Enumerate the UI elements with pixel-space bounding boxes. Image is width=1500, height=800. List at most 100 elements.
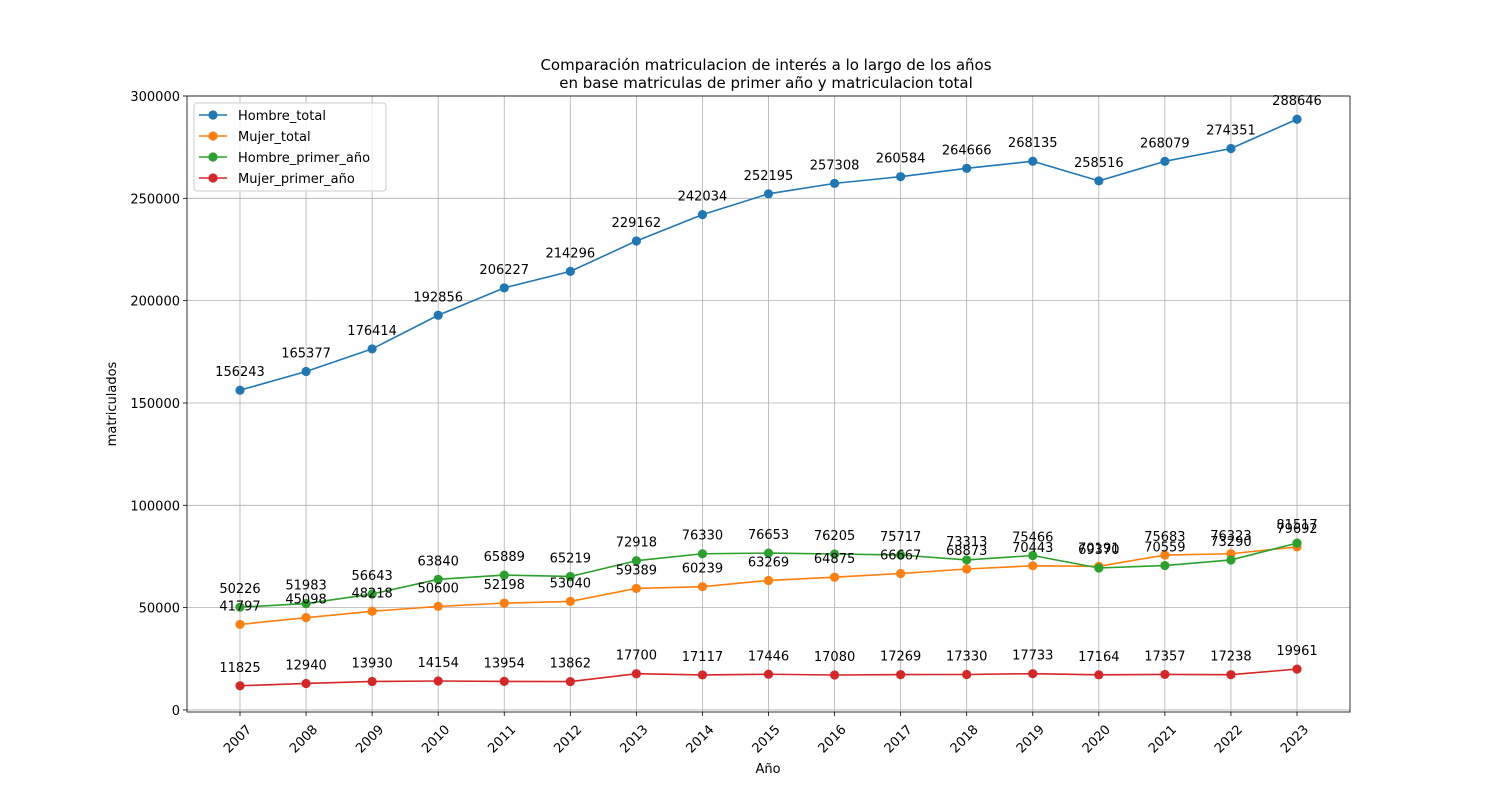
data-point-mujer-primer-a-o [499,676,509,686]
data-point-hombre-primer-a-o [367,589,377,599]
data-label-mujer-primer-a-o: 12940 [285,658,326,673]
data-label-hombre-primer-a-o: 72918 [616,536,657,551]
data-label-hombre-primer-a-o: 76205 [814,529,855,544]
data-label-mujer-total: 63269 [748,555,789,570]
data-label-mujer-primer-a-o: 17117 [682,650,723,665]
plot-frame [186,95,1351,713]
data-point-hombre-total [565,266,575,276]
data-label-hombre-primer-a-o: 73290 [1210,535,1251,550]
data-point-mujer-total [962,564,972,574]
data-point-mujer-primer-a-o [896,670,906,680]
data-label-mujer-primer-a-o: 17733 [1012,649,1053,664]
data-point-hombre-primer-a-o [1160,560,1170,571]
data-label-hombre-primer-a-o: 75466 [1012,531,1053,546]
data-label-mujer-total: 48218 [351,586,392,601]
data-point-mujer-total [829,572,840,582]
data-label-hombre-total: 176414 [347,324,397,339]
data-label-hombre-total: 264666 [942,143,992,158]
data-point-hombre-total [896,172,906,182]
data-label-hombre-primer-a-o: 51983 [285,579,326,594]
data-point-hombre-total [962,163,972,173]
data-label-hombre-total: 268135 [1008,136,1058,151]
legend-label-mujer-primer-a-o: Mujer_primer_año [238,172,355,187]
data-label-hombre-primer-a-o: 69370 [1078,543,1119,558]
data-label-mujer-total: 50600 [418,581,459,596]
data-point-hombre-total [829,178,840,188]
data-point-mujer-primer-a-o [1226,670,1236,680]
data-label-mujer-total: 66667 [880,549,921,564]
y-axis-label: matriculados [105,361,120,446]
data-point-hombre-primer-a-o [1094,563,1104,573]
data-point-mujer-primer-a-o [301,678,311,689]
data-point-hombre-primer-a-o [1226,555,1236,565]
data-point-hombre-total [1292,114,1302,124]
data-label-hombre-primer-a-o: 76330 [682,529,723,544]
data-point-hombre-total [235,385,245,395]
legend-label-hombre-primer-a-o: Hombre_primer_año [238,151,370,166]
data-point-hombre-primer-a-o [1028,550,1038,561]
legend: Hombre_total Mujer_total Hombre_primer_año… [193,102,387,192]
y-tick-label: 100000 [130,499,180,514]
y-tick-label: 300000 [130,90,180,105]
data-point-hombre-total [631,236,641,246]
data-point-hombre-total [499,283,509,293]
data-point-mujer-primer-a-o [235,681,245,691]
data-point-mujer-total [631,583,641,594]
data-label-mujer-primer-a-o: 11825 [219,661,260,676]
data-point-hombre-total [763,189,774,199]
data-label-mujer-total: 75683 [1144,530,1185,545]
data-label-mujer-total: 52198 [484,578,525,593]
data-label-hombre-primer-a-o: 81517 [1276,518,1317,533]
data-label-mujer-total: 76323 [1210,529,1251,544]
data-label-mujer-total: 60239 [682,562,723,577]
grid [187,95,1350,712]
data-label-hombre-total: 206227 [479,263,529,278]
data-point-mujer-total [697,582,708,592]
series-lines [235,114,1302,691]
data-point-mujer-total [499,598,509,608]
data-label-hombre-primer-a-o: 56643 [351,569,392,584]
data-label-mujer-primer-a-o: 17238 [1210,650,1251,665]
data-point-hombre-primer-a-o [631,556,641,566]
data-label-mujer-primer-a-o: 17446 [748,649,789,664]
y-tick-label: 250000 [130,192,180,207]
data-point-hombre-primer-a-o [301,598,311,609]
data-label-hombre-total: 258516 [1074,156,1124,171]
data-label-hombre-total: 257308 [810,158,860,173]
data-point-hombre-primer-a-o [829,549,840,559]
legend-label-mujer-total: Mujer_total [238,130,311,145]
data-label-hombre-total: 214296 [545,246,595,261]
data-label-hombre-primer-a-o: 73313 [946,535,987,550]
data-point-mujer-total [367,606,377,616]
data-label-hombre-total: 274351 [1206,123,1256,138]
data-point-mujer-primer-a-o [367,676,377,687]
data-point-mujer-primer-a-o [962,669,972,680]
data-label-hombre-total: 252195 [744,169,794,184]
legend-frame [193,102,387,192]
data-point-mujer-primer-a-o [1028,669,1038,679]
data-label-hombre-primer-a-o: 75717 [880,530,921,545]
data-label-mujer-primer-a-o: 13954 [484,656,525,671]
data-point-mujer-primer-a-o [1160,669,1170,680]
y-tick-label: 50000 [139,602,180,617]
y-tick-label: 0 [172,704,180,719]
x-axis-label: Año [755,762,780,777]
data-point-mujer-primer-a-o [829,670,840,680]
data-label-mujer-primer-a-o: 19961 [1276,644,1317,659]
data-label-mujer-total: 79692 [1276,522,1317,537]
data-point-mujer-total [1160,550,1170,560]
data-labels: 156243 165377 176414 192856 206227 214296 2291… [215,94,1322,676]
data-label-mujer-primer-a-o: 17269 [880,650,921,665]
data-point-hombre-total [1160,156,1170,166]
data-point-hombre-primer-a-o [1292,538,1302,548]
data-label-hombre-primer-a-o: 63840 [418,554,459,569]
data-label-mujer-primer-a-o: 14154 [418,656,459,671]
data-point-hombre-total [1028,156,1038,166]
data-point-hombre-primer-a-o [896,550,906,560]
data-label-mujer-total: 64875 [814,552,855,567]
data-point-hombre-primer-a-o [433,574,443,584]
data-point-hombre-total [367,344,377,354]
data-label-mujer-total: 70191 [1078,541,1119,556]
data-point-hombre-primer-a-o [235,602,245,612]
